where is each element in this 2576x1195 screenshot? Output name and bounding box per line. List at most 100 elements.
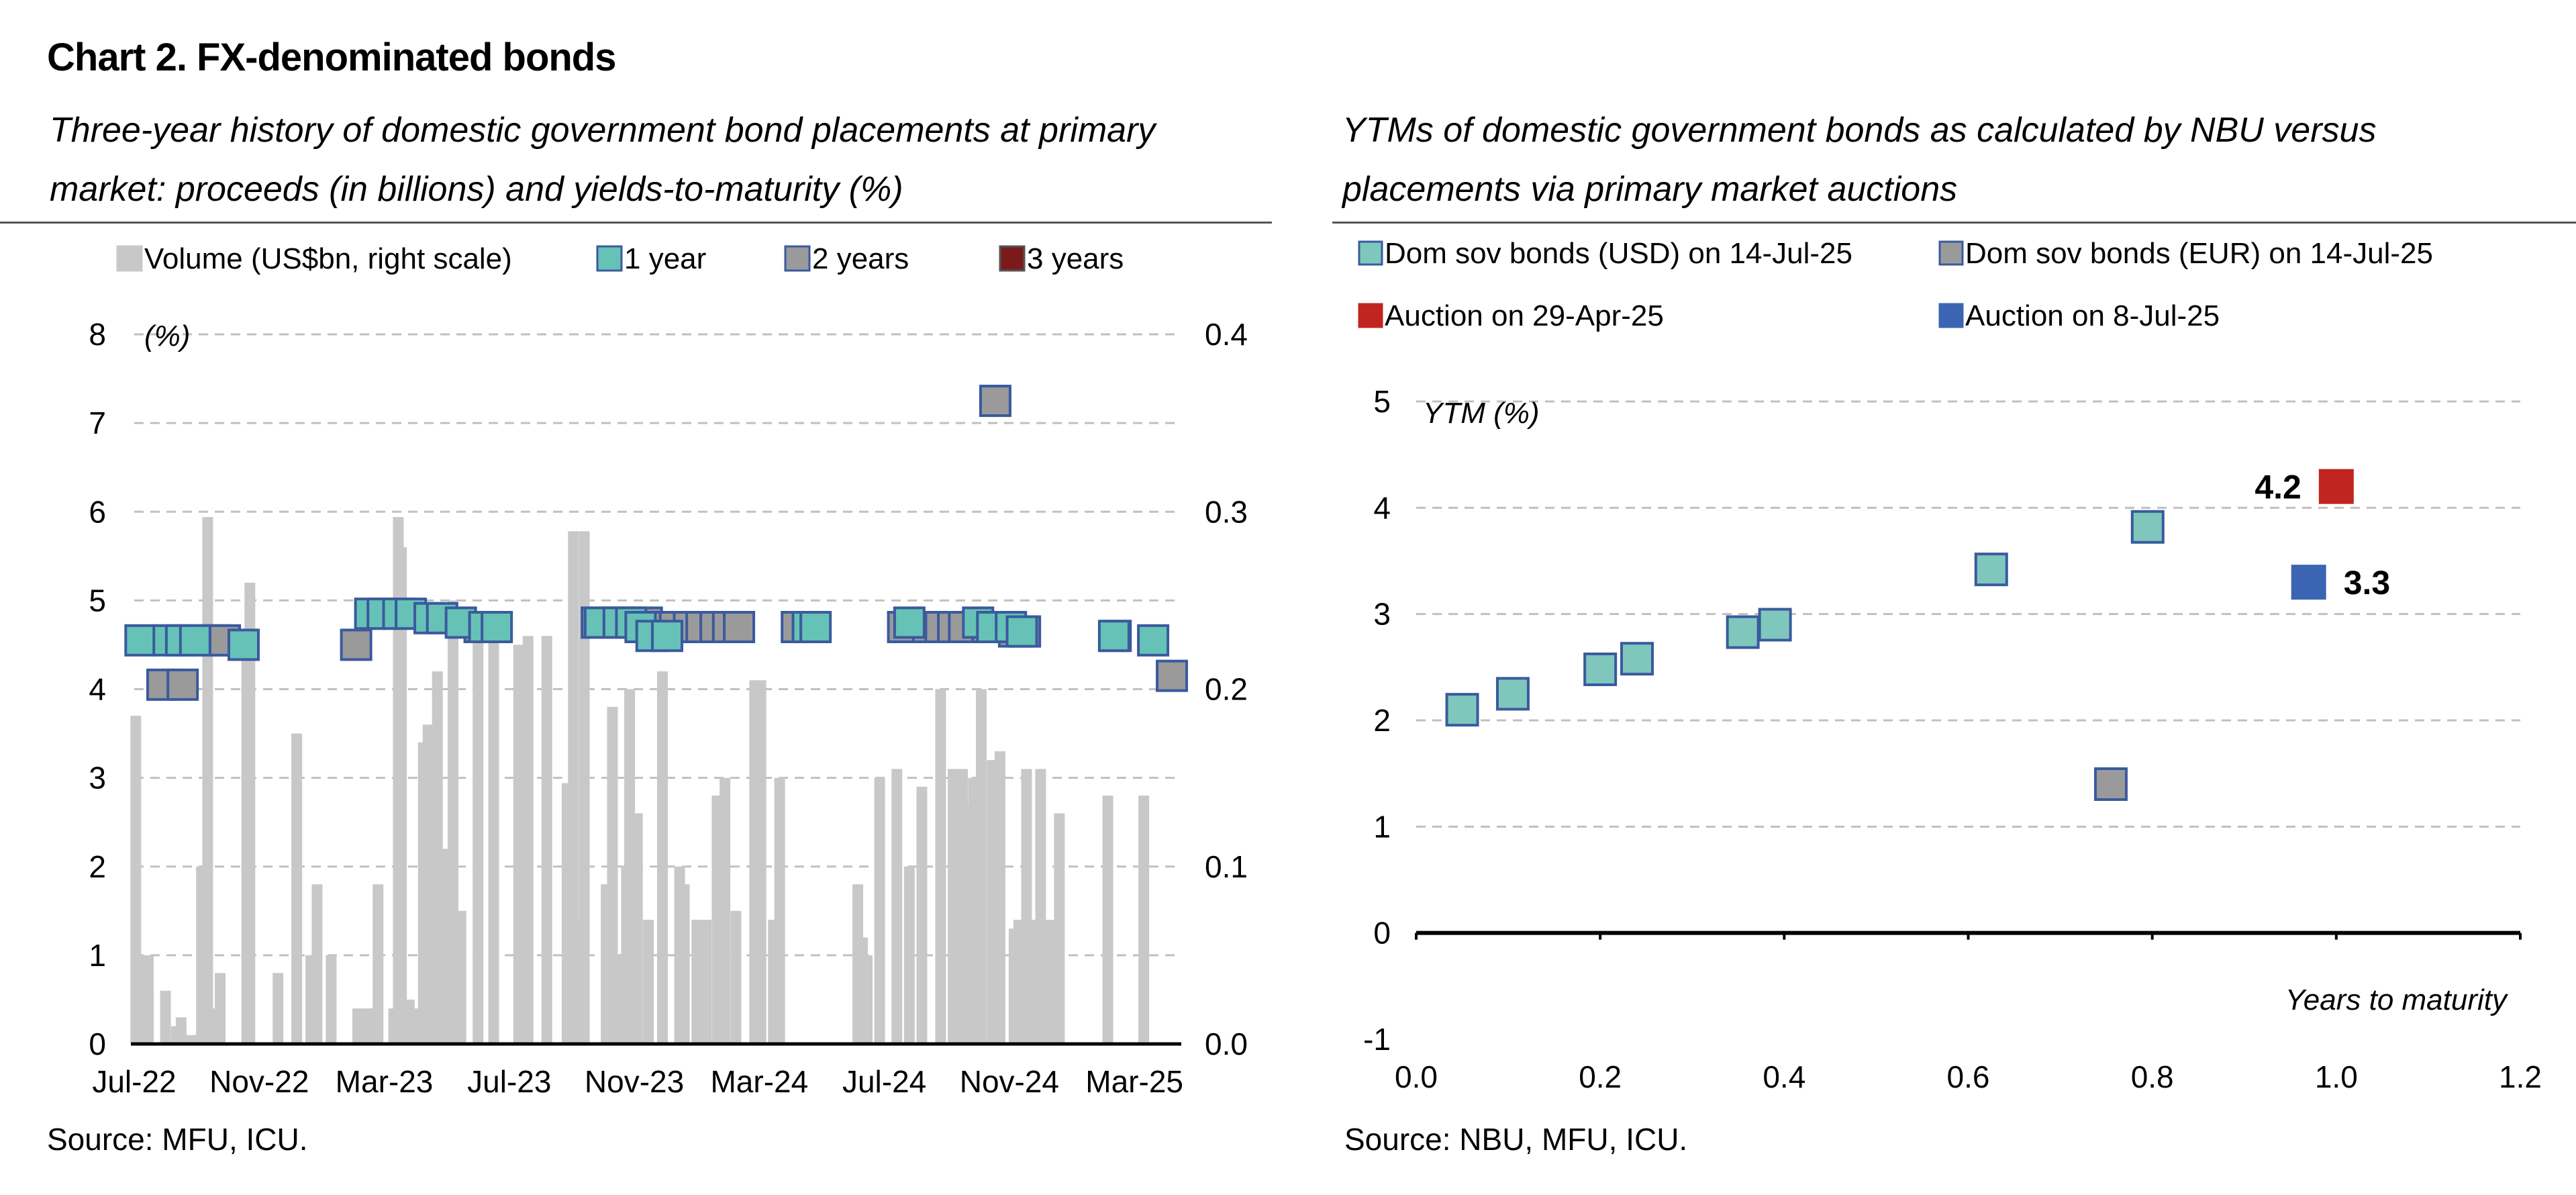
volume-bar [488, 636, 499, 1044]
legend-item: Dom sov bonds (EUR) on 14-Jul-25 [1938, 237, 2433, 270]
one-year-marker [227, 628, 260, 661]
y-right-tick-label: 0.4 [1205, 317, 1248, 352]
x-tick-label: Nov-22 [209, 1064, 309, 1099]
volume-bar [1138, 796, 1150, 1044]
one-year-marker [1097, 620, 1130, 653]
two-year-marker [1156, 659, 1189, 692]
x-tick-label: 1.0 [2315, 1059, 2358, 1094]
y-left-tick-label: 3 [89, 761, 106, 796]
y-tick-label: 3 [1373, 597, 1391, 632]
x-tick-label: Mar-24 [710, 1064, 808, 1099]
legend-swatch [596, 245, 623, 272]
two-year-marker [723, 611, 756, 644]
volume-bar [679, 884, 690, 1044]
y-right-tick-label: 0.3 [1205, 494, 1248, 529]
one-year-marker [1005, 615, 1038, 648]
x-tick-label: Jul-23 [467, 1064, 551, 1099]
y-axis-label: YTM (%) [1423, 397, 1540, 430]
volume-bar [522, 636, 534, 1044]
y-right-tick-label: 0.2 [1205, 672, 1248, 707]
legend-label: Auction on 8-Jul-25 [1965, 299, 2220, 332]
usd-bond-point [2130, 510, 2165, 544]
volume-bar [730, 910, 742, 1044]
volume-bar [656, 671, 668, 1044]
legend-item: Volume (US$bn, right scale) [116, 242, 512, 275]
usd-bond-point [1445, 693, 1479, 727]
volume-bar [720, 777, 731, 1044]
volume-bar [891, 769, 903, 1044]
y-left-axis-label: (%) [144, 320, 190, 352]
y-left-tick-label: 1 [89, 938, 106, 973]
left-source: Source: MFU, ICU. [47, 1122, 308, 1157]
volume-bar [948, 769, 959, 1044]
x-tick-label: 0.6 [1947, 1059, 1990, 1094]
x-tick-label: 0.4 [1763, 1059, 1805, 1094]
one-year-marker [799, 611, 832, 644]
legend-label: Auction on 29-Apr-25 [1385, 299, 1664, 332]
legend-item: Dom sov bonds (USD) on 14-Jul-25 [1358, 237, 1852, 270]
volume-bar [513, 644, 524, 1044]
volume-bar [755, 680, 766, 1044]
volume-bar [994, 751, 1005, 1044]
x-tick-label: Mar-25 [1085, 1064, 1183, 1099]
eur-bond-point [2093, 767, 2128, 801]
volume-bar [1035, 769, 1046, 1044]
legend-label: 1 year [624, 242, 706, 275]
y-tick-label: 4 [1373, 490, 1391, 525]
y-tick-label: 5 [1373, 384, 1391, 419]
volume-bar [1102, 796, 1113, 1044]
volume-bar [175, 1017, 187, 1044]
one-year-marker [124, 624, 157, 657]
volume-bar [1026, 920, 1037, 1044]
one-year-marker [1137, 624, 1170, 657]
legend-swatch [1358, 303, 1383, 328]
volume-bar [903, 866, 915, 1044]
one-year-marker [650, 620, 683, 653]
x-tick-label: 0.0 [1395, 1059, 1438, 1094]
x-tick-label: Jul-22 [92, 1064, 176, 1099]
chart-title: Chart 2. FX-denominated bonds [47, 36, 616, 79]
one-year-marker [893, 606, 926, 639]
legend-swatch [116, 245, 143, 272]
legend-label: 2 years [812, 242, 909, 275]
volume-bar [1044, 920, 1056, 1044]
y-left-tick-label: 2 [89, 849, 106, 884]
auction-point [2291, 565, 2326, 600]
volume-bar [202, 517, 213, 1044]
volume-bar [774, 777, 785, 1044]
y-tick-label: 0 [1373, 916, 1391, 951]
usd-bond-point [1758, 608, 1792, 642]
usd-bond-point [1495, 677, 1530, 711]
legend-swatch [784, 245, 811, 272]
volume-bar [142, 955, 154, 1044]
x-tick-label: Nov-24 [960, 1064, 1059, 1099]
volume-bar [935, 689, 946, 1044]
two-year-marker [340, 628, 373, 661]
legend-label: Dom sov bonds (USD) on 14-Jul-25 [1385, 237, 1852, 270]
x-tick-label: Nov-23 [585, 1064, 684, 1099]
volume-bar [473, 625, 484, 1044]
legend-item: Auction on 29-Apr-25 [1358, 299, 1664, 332]
y-left-tick-label: 5 [89, 583, 106, 618]
auction-point [2318, 469, 2354, 504]
data-label: 3.3 [2344, 564, 2391, 602]
volume-bar [541, 636, 552, 1044]
x-axis-label: Years to maturity [2285, 984, 2509, 1016]
y-left-tick-label: 4 [89, 672, 106, 707]
legend-swatch [1358, 240, 1383, 266]
volume-bar [352, 1008, 363, 1044]
legend-item: 3 years [999, 242, 1124, 275]
volume-bar [874, 777, 885, 1044]
legend-swatch [1938, 240, 1964, 266]
volume-bar [244, 582, 256, 1044]
right-source: Source: NBU, MFU, ICU. [1344, 1122, 1688, 1157]
volume-bar [691, 920, 703, 1044]
volume-bar [373, 884, 384, 1044]
legend-swatch [1938, 303, 1964, 328]
volume-bar [160, 990, 171, 1044]
volume-bar [311, 884, 323, 1044]
volume-bar [396, 547, 407, 1044]
legend-label: 3 years [1027, 242, 1124, 275]
placements-chart: Volume (US$bn, right scale) 1 year 2 years… [89, 242, 1248, 1099]
volume-bar [455, 910, 466, 1044]
